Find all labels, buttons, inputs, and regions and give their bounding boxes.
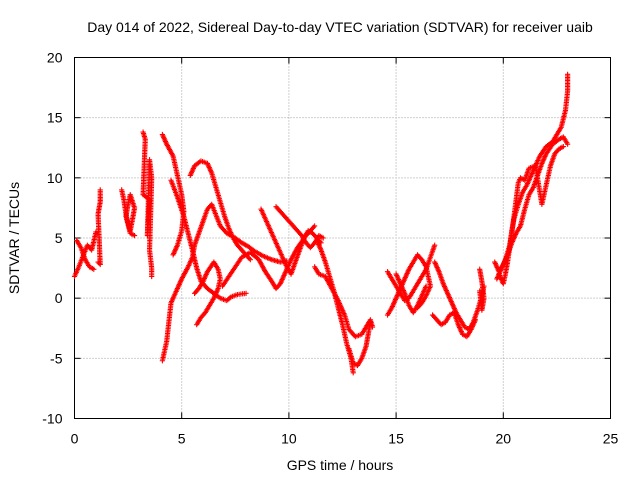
data-point — [477, 288, 483, 294]
series-track-10 — [187, 158, 253, 263]
data-point — [247, 257, 253, 263]
data-point — [312, 223, 318, 229]
y-tick-label: 20 — [47, 50, 63, 66]
series-track-13 — [273, 204, 326, 251]
data-point — [93, 229, 99, 235]
y-tick-label: 0 — [55, 290, 63, 306]
y-tick-labels: -10 -5 0 5 10 15 20 — [42, 50, 62, 427]
series-track-19 — [393, 271, 429, 316]
series-track-23 — [494, 71, 571, 282]
chart-title: Day 014 of 2022, Sidereal Day-to-day VTE… — [87, 19, 593, 35]
x-tick-label: 15 — [388, 431, 404, 447]
data-point — [432, 242, 438, 248]
series-track-09 — [191, 259, 223, 328]
data-point — [170, 252, 176, 258]
axis-ticks — [74, 57, 611, 419]
series-track-03 — [95, 187, 103, 268]
data-point — [350, 370, 356, 376]
data-point — [191, 290, 198, 296]
data-point — [97, 187, 103, 193]
data-point — [565, 141, 571, 147]
series-track-06 — [159, 131, 187, 258]
data-point — [131, 232, 138, 239]
series-track-02 — [74, 237, 97, 272]
data-point — [565, 71, 571, 77]
data-point — [560, 143, 566, 150]
series-track-21 — [429, 310, 479, 340]
data-point — [243, 290, 249, 296]
y-axis-label: SDTVAR / TECUs — [6, 182, 22, 294]
x-tick-label: 25 — [603, 431, 619, 447]
y-tick-label: -10 — [42, 411, 62, 427]
x-tick-label: 0 — [71, 431, 79, 447]
data-point — [227, 295, 233, 301]
x-tick-labels: 0 5 10 15 20 25 — [71, 431, 619, 447]
data-point — [423, 283, 429, 289]
data-point — [367, 319, 373, 325]
series-track-25 — [496, 143, 566, 287]
data-point — [149, 273, 155, 280]
data-point — [91, 266, 97, 272]
x-axis-label: GPS time / hours — [287, 457, 394, 473]
y-tick-label: 10 — [47, 170, 63, 186]
data-point — [472, 317, 479, 323]
x-tick-label: 10 — [281, 431, 297, 447]
grid-lines — [74, 57, 611, 419]
x-tick-label: 5 — [178, 431, 186, 447]
y-tick-label: -5 — [50, 350, 63, 366]
data-points — [71, 71, 571, 376]
series-track-05 — [140, 129, 155, 280]
data-point — [320, 235, 326, 241]
y-tick-label: 15 — [47, 110, 63, 126]
x-tick-label: 20 — [496, 431, 512, 447]
series-track-16 — [346, 319, 373, 369]
series-track-01 — [71, 229, 99, 280]
y-tick-label: 5 — [55, 230, 63, 246]
series-track-04 — [119, 187, 138, 239]
series-track-24 — [492, 134, 571, 275]
series-track-22 — [477, 266, 487, 313]
